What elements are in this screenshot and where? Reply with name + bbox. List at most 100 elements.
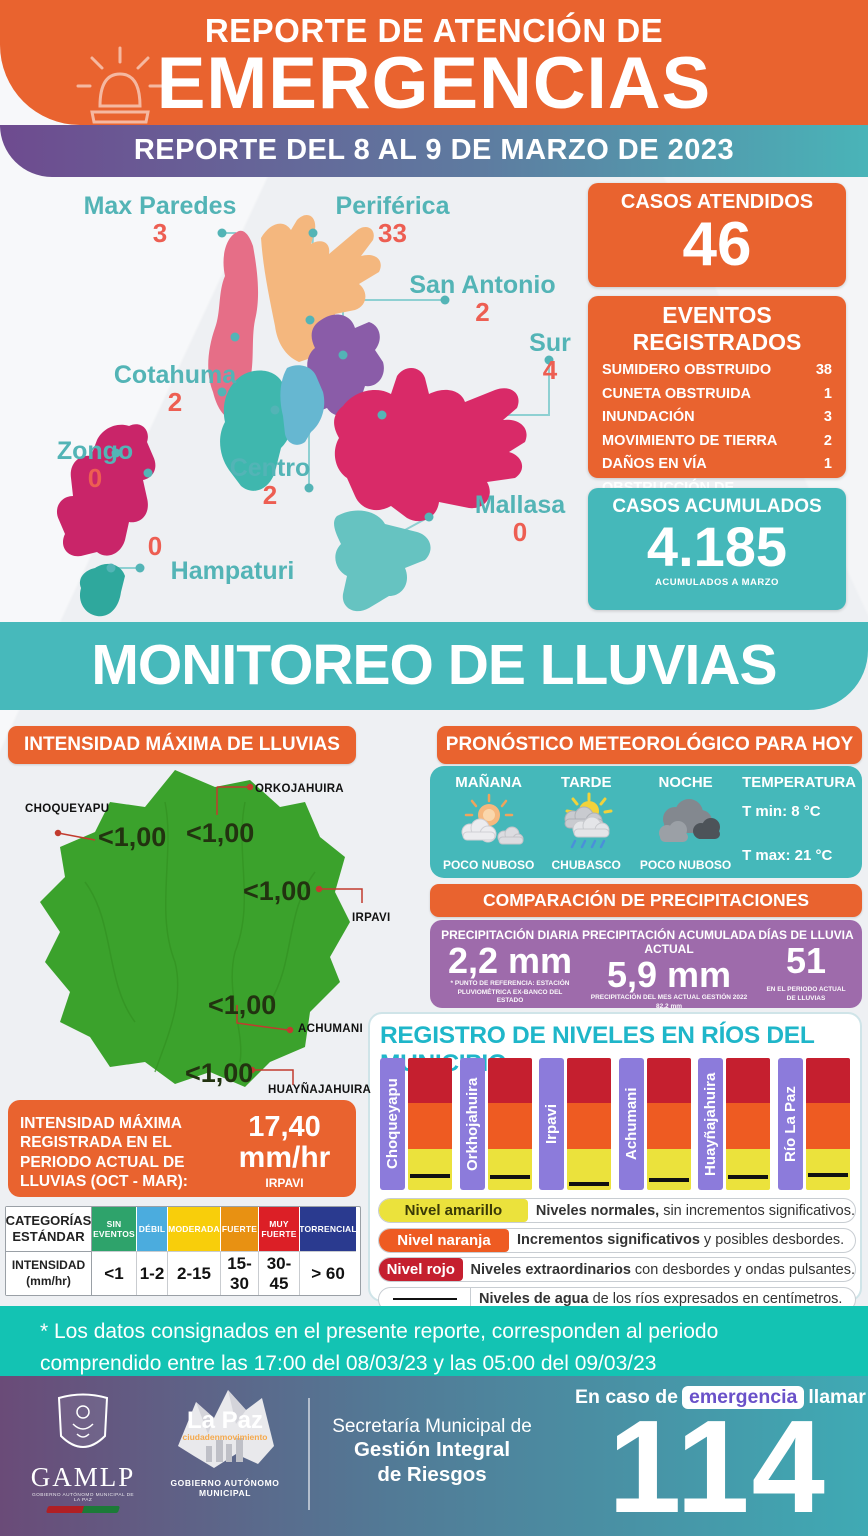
district-sur	[334, 367, 527, 522]
basin-map	[40, 770, 363, 1087]
secretaria-line2: Gestión Integral	[353, 1438, 511, 1462]
comparacion-header: COMPARACIÓN DE PRECIPITACIONES ACUMULADA…	[430, 884, 862, 942]
legend-nivel-naranja: Nivel naranja Incrementos significativos…	[378, 1227, 856, 1253]
categoria-sin-eventos: SIN EVENTOS	[92, 1207, 137, 1251]
river-level-bar	[408, 1058, 452, 1190]
siren-icon	[76, 46, 164, 124]
district-cotahuma	[220, 370, 294, 491]
river-huaynajahuira: Huayñajahuira	[698, 1058, 770, 1190]
lapaz-tagline: ciudadenmovimiento	[182, 1432, 267, 1442]
district-hampaturi	[79, 563, 125, 617]
rango-torrencial: > 60	[300, 1251, 356, 1295]
intensidad-corner: INTENSIDAD (mm/hr)	[6, 1251, 92, 1295]
rango-sin-eventos: <1	[92, 1251, 137, 1295]
district-label-hampaturi-value: 0	[147, 531, 163, 561]
evento-row: MOVIMIENTO DE TIERRA 2	[602, 432, 832, 449]
station-name-achumani: ACHUMANI	[298, 1023, 364, 1035]
pronostico-header: PRONÓSTICO METEOROLÓGICO PARA HOY	[437, 726, 862, 764]
categorias-corner: CATEGORÍAS ESTÁNDAR	[6, 1207, 92, 1251]
gamlp-ribbon	[45, 1506, 121, 1513]
eventos-registrados-box: EVENTOS REGISTRADOS SUMIDERO OBSTRUIDO 38…	[588, 296, 846, 515]
station-connectors	[54, 783, 363, 1085]
lapaz-mountain-icon: La Paz ciudadenmovimiento	[178, 1390, 274, 1468]
clouds-icon	[658, 799, 720, 842]
district-label-centro: Centro 2	[229, 454, 311, 511]
gamlp-shield-icon	[57, 1393, 109, 1448]
secretaria-block: Secretaría Municipal de Gestión Integral…	[322, 1416, 542, 1487]
monitoreo-banner: MONITOREO DE LLUVIAS	[0, 622, 868, 710]
temp-max: T max: 21 °C	[742, 847, 833, 864]
categoria-moderada: MODERADA	[168, 1207, 221, 1251]
rango-fuerte: 15-30	[221, 1251, 259, 1295]
forecast-temperatura: TEMPERATURA T min: 8 °C T max: 21 °C	[742, 774, 856, 864]
station-value-irpavi: <1,00	[243, 876, 312, 906]
district-label-san-antonio: San Antonio 2	[409, 271, 556, 328]
district-label-zongo: Zongo 0	[56, 437, 134, 494]
evento-row: DAÑOS EN VÍA 1	[602, 456, 832, 473]
river-achumani: Achumani	[618, 1058, 691, 1190]
lapaz-wordmark: La Paz	[187, 1407, 263, 1434]
gamlp-name: GAMLP	[30, 1462, 136, 1492]
district-label-periferica: Periférica 33	[335, 192, 450, 249]
report-date-bar: REPORTE DEL 8 AL 9 DE MARZO DE 2023	[0, 125, 868, 177]
river-level-bar	[726, 1058, 770, 1190]
categorias-header-row: CATEGORÍAS ESTÁNDAR SIN EVENTOS DÉBIL MO…	[6, 1207, 360, 1251]
rango-moderada: 2-15	[168, 1251, 221, 1295]
intensidad-maxima-label: INTENSIDAD MÁXIMA REGISTRADA EN EL PERIO…	[20, 1115, 188, 1191]
lapaz-logo: La Paz ciudadenmovimiento GOBIERNO AUTÓN…	[160, 1384, 290, 1498]
footer: GAMLP GOBIERNO AUTÓNOMO MUNICIPAL DE LA …	[0, 1376, 868, 1536]
precipitacion-diaria: PRECIPITACIÓN DIARIA 2,2 mm * PUNTO DE R…	[441, 928, 579, 1005]
lapaz-caption: GOBIERNO AUTÓNOMO MUNICIPAL	[170, 1478, 280, 1498]
nivel-rojo-chip: Nivel rojo	[379, 1258, 463, 1281]
legend-nivel-rojo: Nivel rojo Niveles extraordinarios con de…	[378, 1257, 856, 1282]
river-choqueyapu: Choqueyapu	[380, 1058, 452, 1190]
river-orkhojahuira: Orkhojahuira	[459, 1058, 532, 1190]
station-name-orkojahuira: ORKOJAHUIRA	[255, 783, 344, 795]
emergencia-chip: emergencia	[681, 1386, 805, 1409]
precipitacion-acumulada: PRECIPITACIÓN ACUMULADA ACTUAL 5,9 mm PR…	[582, 928, 756, 1010]
district-zongo	[56, 424, 156, 557]
casos-atendidos-value: 46	[682, 210, 752, 279]
categoria-muy-fuerte: MUY FUERTE	[259, 1207, 300, 1251]
pronostico-panel: MAÑANA POCO NUBOSO TARDE	[430, 766, 862, 878]
district-label-cotahuma: Cotahuma 2	[113, 361, 237, 418]
station-name-irpavi: IRPAVI	[352, 912, 391, 924]
categoria-debil: DÉBIL	[137, 1207, 168, 1251]
district-centro	[280, 365, 325, 445]
rango-debil: 1-2	[137, 1251, 168, 1295]
intensidad-station: IRPAVI	[265, 1175, 304, 1190]
categorias-intensity-row: INTENSIDAD (mm/hr) <1 1-2 2-15 15-30 30-…	[6, 1251, 360, 1295]
rain-shower-icon	[564, 792, 613, 849]
sun-clouds-icon	[461, 793, 524, 845]
legend-nivel-amarillo: Nivel amarillo Niveles normales, sin incr…	[378, 1198, 856, 1223]
river-name-chip: Río La Paz	[777, 1058, 803, 1190]
river-level-bar	[487, 1058, 532, 1190]
evento-row: INUNDACIÓN 3	[602, 409, 832, 426]
gamlp-caption: GOBIERNO AUTÓNOMO MUNICIPAL DE LA PAZ	[31, 1493, 135, 1503]
secretaria-line1: Secretaría Municipal de	[332, 1416, 532, 1437]
station-value-choqueyapu: <1,00	[98, 822, 167, 852]
evento-row: SUMIDERO OBSTRUIDO 38	[602, 362, 832, 378]
station-name-huaynajahuira: HUAYÑAJAHUIRA	[268, 1084, 372, 1096]
map-connector-dots	[106, 228, 554, 573]
rios-card: REGISTRO DE NIVELES EN RÍOS DEL MUNICIPI…	[368, 1012, 862, 1312]
rios-legend: Nivel amarillo Niveles normales, sin incr…	[378, 1198, 856, 1316]
basin-rivers-lines	[84, 801, 316, 1073]
district-max-paredes	[208, 230, 259, 419]
water-level-line	[569, 1182, 609, 1187]
district-label-hampaturi: Hampaturi	[170, 557, 295, 585]
categoria-torrencial: TORRENCIAL	[299, 1207, 357, 1251]
station-name-choqueyapu: CHOQUEYAPU	[25, 803, 110, 815]
river-name-chip: Huayñajahuira	[698, 1058, 723, 1190]
district-mallasa	[334, 510, 431, 612]
intensidad-header: INTENSIDAD MÁXIMA DE LLUVIAS	[8, 726, 356, 764]
emergency-number: 114	[608, 1393, 827, 1536]
river-level-bar	[567, 1058, 611, 1190]
water-level-line-sample	[379, 1287, 471, 1311]
river-level-bars: Choqueyapu Orkhojahuira Irpavi	[380, 1058, 854, 1190]
water-level-line	[489, 1175, 530, 1180]
river-level-bar	[646, 1058, 691, 1190]
district-label-max-paredes: Max Paredes 3	[83, 192, 237, 249]
water-level-line	[728, 1175, 768, 1180]
